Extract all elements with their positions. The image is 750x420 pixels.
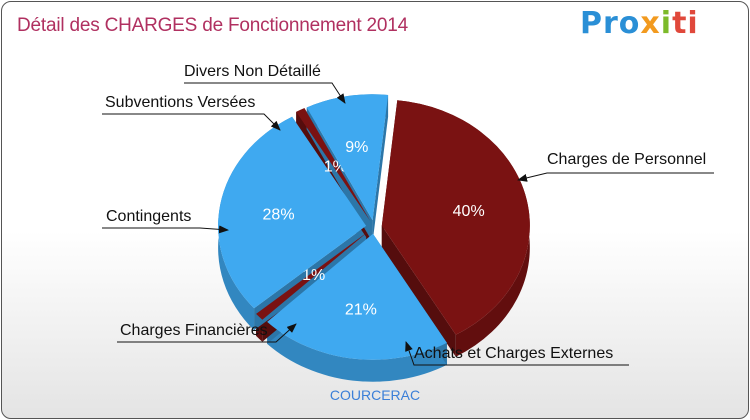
pie-slice[interactable]: [381, 100, 530, 335]
slice-category-label: Divers Non Détaillé: [184, 63, 321, 80]
slice-category-label: Charges Financières: [120, 322, 268, 339]
leader-line: [405, 341, 629, 366]
pie-slice-side: [267, 321, 447, 382]
leader-line: [102, 225, 229, 234]
slice-percent-label: 1%: [302, 267, 325, 284]
slice-category-label: Charges de Personnel: [547, 151, 706, 168]
proxiti-logo[interactable]: Proxiti: [580, 6, 699, 41]
leader-line: [184, 82, 346, 104]
leader-line: [117, 323, 297, 343]
slice-percent-label: 40%: [453, 203, 485, 220]
leader-line: [517, 172, 714, 182]
pie-slice[interactable]: [296, 108, 371, 222]
slice-percent-label: 9%: [345, 139, 368, 156]
pie-slice[interactable]: [306, 94, 389, 221]
pie-slice[interactable]: [256, 231, 369, 320]
pie-slice-edge: [372, 94, 389, 243]
pie-slice[interactable]: [267, 233, 447, 360]
slice-category-label: Subventions Versées: [105, 94, 255, 111]
commune-name: COURCERAC: [329, 387, 421, 403]
chart-title: Détail des CHARGES de Fonctionnement 201…: [17, 15, 409, 36]
slice-percent-label: 28%: [263, 206, 295, 223]
leader-line: [102, 113, 281, 131]
slice-category-label: Achats et Charges Externes: [414, 345, 613, 362]
pie-slice[interactable]: [218, 116, 367, 309]
slice-percent-label: 21%: [345, 302, 377, 319]
slice-category-label: Contingents: [106, 208, 191, 225]
pie-slice-edge: [381, 225, 456, 357]
